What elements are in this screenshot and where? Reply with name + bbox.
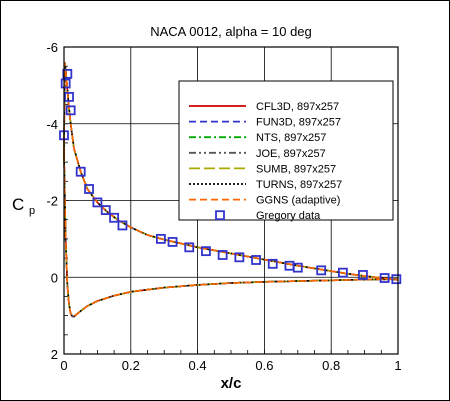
x-tick-label: 0.6: [255, 358, 273, 373]
axis-ticks: 0 0.2 0.4 0.6 0.8 1-6-4-202: [46, 40, 401, 373]
legend-label: CFL3D, 897x257: [256, 101, 339, 113]
gregory-data-point: [379, 273, 390, 283]
y-tick-label: 2: [51, 347, 58, 362]
legend-label: FUN3D, 897x257: [256, 117, 341, 129]
gregory-data-point: [62, 68, 73, 79]
legend-label: NTS, 897x257: [256, 132, 326, 144]
gregory-data-point: [65, 105, 76, 116]
gregory-data-point: [184, 242, 195, 253]
gregory-data-point: [155, 233, 166, 244]
legend-label: GGNS (adaptive): [256, 195, 340, 207]
legend-label: TURNS, 897x257: [256, 179, 342, 191]
gregory-data-point: [358, 270, 368, 280]
gregory-data-point: [100, 205, 111, 215]
x-tick-label: 0: [60, 358, 67, 373]
y-tick-label: -6: [46, 40, 58, 55]
series-line-lower: [63, 154, 399, 318]
legend-label: JOE, 897x257: [256, 148, 326, 160]
gregory-data-point: [337, 267, 348, 278]
gregory-data-point: [92, 197, 103, 208]
y-tick-label: -2: [46, 194, 58, 209]
gregory-data-point: [64, 91, 74, 102]
chart-title: NACA 0012, alpha = 10 deg: [150, 24, 312, 39]
gregory-data-point: [267, 258, 278, 269]
gregory-data-point: [167, 237, 178, 247]
y-axis-label-subscript: p: [29, 205, 35, 217]
legend-box: [178, 80, 394, 221]
plot-area-border: [63, 46, 399, 355]
gregory-data-point: [60, 78, 71, 89]
x-tick-label: 0.4: [189, 358, 207, 373]
series-line-upper: [63, 62, 399, 281]
gregory-data-point: [234, 252, 245, 263]
x-tick-label: 1: [394, 358, 401, 373]
gregory-data-point: [109, 212, 119, 223]
x-tick-label: 0.8: [322, 358, 340, 373]
legend: CFL3D, 897x257 FUN3D, 897x257 NTS, 897x257…: [178, 80, 394, 222]
x-tick-label: 0.2: [122, 358, 140, 373]
gregory-data-point: [84, 184, 94, 194]
gregory-data-point: [117, 220, 128, 231]
legend-label: SUMB, 897x257: [256, 163, 336, 175]
gregory-data-point: [292, 262, 303, 273]
y-axis-label-main: C: [12, 195, 24, 214]
gregory-data-point: [251, 255, 261, 265]
y-tick-label: 0: [51, 270, 58, 285]
data-series: [63, 62, 399, 318]
x-axis-label: x/c: [221, 375, 242, 392]
gregory-data-point: [201, 246, 211, 257]
legend-marker: [215, 210, 225, 221]
y-tick-label: -4: [46, 117, 58, 132]
gregory-data-point: [75, 166, 86, 177]
legend-label: Gregory data: [256, 210, 321, 222]
gregory-data-point: [217, 250, 228, 260]
gregory-data-point: [316, 265, 327, 276]
y-axis-label: C p: [12, 195, 35, 217]
gregory-data-point: [391, 274, 402, 285]
